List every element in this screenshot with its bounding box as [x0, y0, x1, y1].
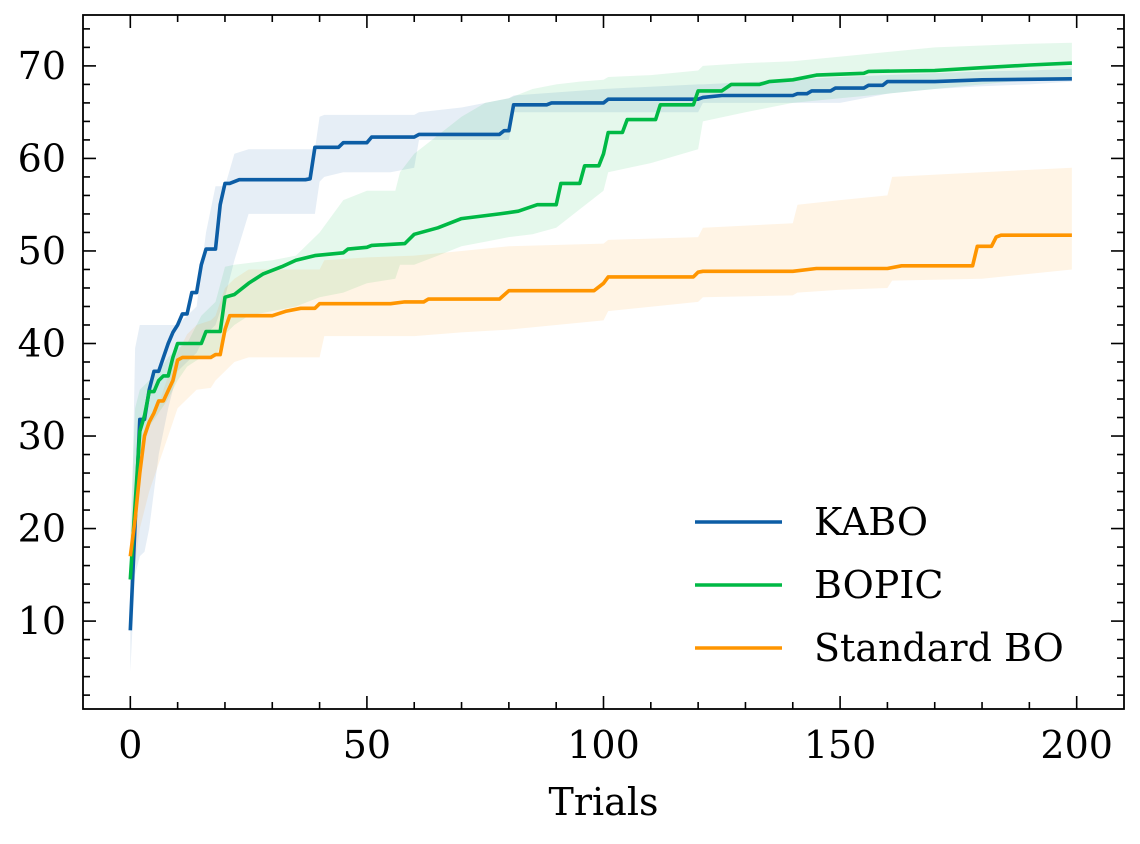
series-line-standard-bo [128, 233, 1072, 557]
y-tick-label: 30 [18, 414, 66, 458]
legend-label-kabo: KABO [814, 500, 928, 544]
legend-label-bopic: BOPIC [814, 563, 943, 607]
y-tick-label: 20 [18, 507, 66, 551]
y-tick-label: 70 [18, 44, 66, 88]
x-tick-label: 200 [1040, 723, 1113, 767]
x-axis-label: Trials [549, 780, 659, 824]
x-tick-label: 100 [567, 723, 640, 767]
tick-labels: 0 50 100 150 200 10 20 30 40 50 60 70 [18, 44, 1113, 767]
x-tick-label: 0 [118, 723, 142, 767]
axis-ticks [83, 15, 1124, 709]
y-tick-label: 60 [18, 136, 66, 180]
series-line-kabo [128, 77, 1072, 631]
series-lines [128, 61, 1072, 631]
legend-label-standard-bo: Standard BO [814, 626, 1064, 670]
y-tick-label: 40 [18, 321, 66, 365]
series-line-bopic [128, 61, 1072, 580]
band-standard-bo [130, 167, 1072, 585]
x-tick-label: 50 [343, 723, 391, 767]
y-tick-label: 10 [18, 599, 66, 643]
legend: KABO BOPIC Standard BO [695, 500, 1064, 670]
x-tick-label: 150 [804, 723, 877, 767]
y-tick-label: 50 [18, 229, 66, 273]
